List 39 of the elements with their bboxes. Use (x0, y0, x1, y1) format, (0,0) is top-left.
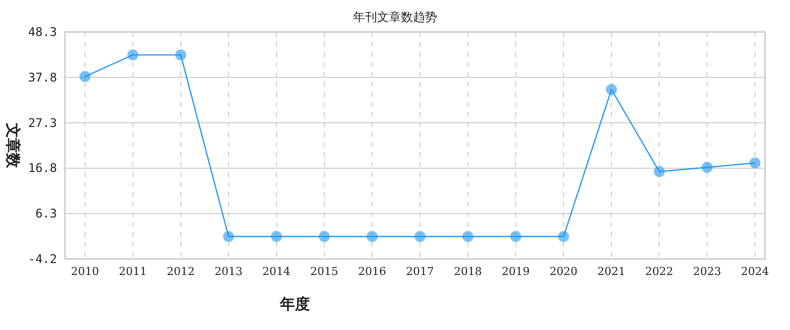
point (366, 231, 378, 242)
x-tick-label: 2015 (310, 265, 338, 278)
x-tick-label: 2023 (693, 265, 722, 278)
x-tick-label: 2019 (502, 265, 530, 278)
y-tick-label: -4.2 (28, 252, 57, 266)
point (702, 162, 713, 173)
y-tick-label: 48.3 (28, 25, 57, 39)
x-tick-label: 2021 (597, 265, 626, 278)
point (127, 49, 138, 60)
x-tick-label: 2018 (454, 265, 482, 278)
point (654, 166, 665, 178)
y-tick-label: 16.8 (28, 161, 57, 176)
x-tick-label: 2012 (166, 265, 195, 278)
point (606, 84, 617, 96)
point (318, 231, 330, 242)
y-tick-label: 27.3 (28, 116, 57, 130)
x-tick-label: 2022 (645, 265, 674, 278)
y-tick-label: 37.8 (28, 70, 57, 84)
x-tick-label: 2013 (214, 265, 243, 278)
x-tick-label: 2017 (406, 265, 434, 278)
y-tick-label: 6.3 (35, 206, 57, 221)
y-axis-title: 文章数 (4, 122, 22, 169)
x-tick-label: 2010 (71, 265, 99, 278)
x-tick-label: 2011 (118, 265, 147, 278)
x-tick-label: 2016 (358, 265, 386, 278)
x-tick-label: 2024 (741, 265, 769, 278)
point (510, 231, 522, 242)
x-axis-title: 年度 (279, 295, 310, 313)
x-tick-label: 2014 (262, 265, 290, 278)
point (80, 71, 90, 82)
point (270, 231, 282, 242)
x-tick-label: 2020 (550, 265, 578, 278)
point (558, 231, 570, 242)
point (175, 49, 186, 60)
chart-title: 年刊文章数趋势 (353, 10, 437, 24)
point (223, 231, 234, 242)
point (414, 231, 426, 242)
point (462, 231, 474, 242)
point (750, 158, 760, 169)
